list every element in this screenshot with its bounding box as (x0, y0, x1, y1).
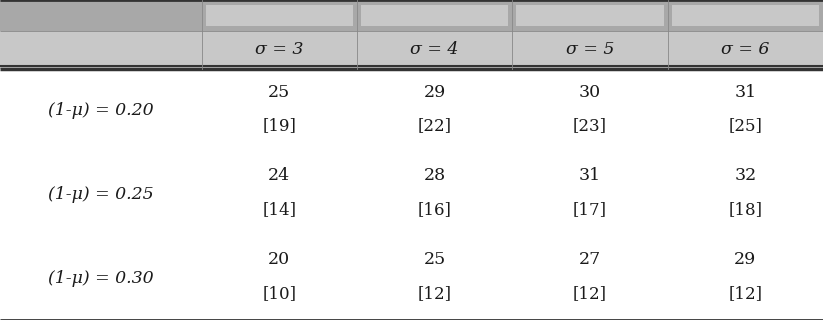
Text: 32: 32 (734, 167, 756, 185)
Bar (517, 5, 663, 26)
Bar (0, 0, 823, 31)
Text: σ = 5: σ = 5 (565, 41, 614, 58)
Bar (0, 31, 823, 69)
Text: σ = 6: σ = 6 (721, 41, 770, 58)
Text: 31: 31 (734, 84, 756, 101)
Text: [19]: [19] (263, 117, 296, 134)
Text: σ = 3: σ = 3 (255, 41, 304, 58)
Text: (1-μ) = 0.20: (1-μ) = 0.20 (48, 102, 154, 119)
Text: [14]: [14] (263, 201, 296, 218)
Bar (0, 69, 823, 320)
Text: (1-μ) = 0.30: (1-μ) = 0.30 (48, 270, 154, 287)
Text: 27: 27 (579, 251, 601, 268)
Text: [18]: [18] (728, 201, 762, 218)
Bar (0, 0, 202, 31)
Text: 28: 28 (424, 167, 446, 185)
Text: σ = 4: σ = 4 (411, 41, 459, 58)
Text: 24: 24 (268, 167, 291, 185)
Text: [23]: [23] (573, 117, 607, 134)
Text: [16]: [16] (418, 201, 452, 218)
Bar (206, 5, 353, 26)
Text: [12]: [12] (728, 285, 762, 302)
Text: [10]: [10] (263, 285, 296, 302)
Text: [12]: [12] (417, 285, 452, 302)
Text: 31: 31 (579, 167, 601, 185)
Text: 30: 30 (579, 84, 601, 101)
Text: [12]: [12] (573, 285, 607, 302)
Text: 20: 20 (268, 251, 291, 268)
Text: 25: 25 (268, 84, 291, 101)
Bar (361, 5, 508, 26)
Text: (1-μ) = 0.25: (1-μ) = 0.25 (48, 186, 154, 203)
Text: 29: 29 (424, 84, 446, 101)
Text: 29: 29 (734, 251, 756, 268)
Bar (672, 5, 819, 26)
Text: [17]: [17] (573, 201, 607, 218)
Text: [22]: [22] (417, 117, 452, 134)
Text: [25]: [25] (728, 117, 762, 134)
Text: 25: 25 (424, 251, 446, 268)
